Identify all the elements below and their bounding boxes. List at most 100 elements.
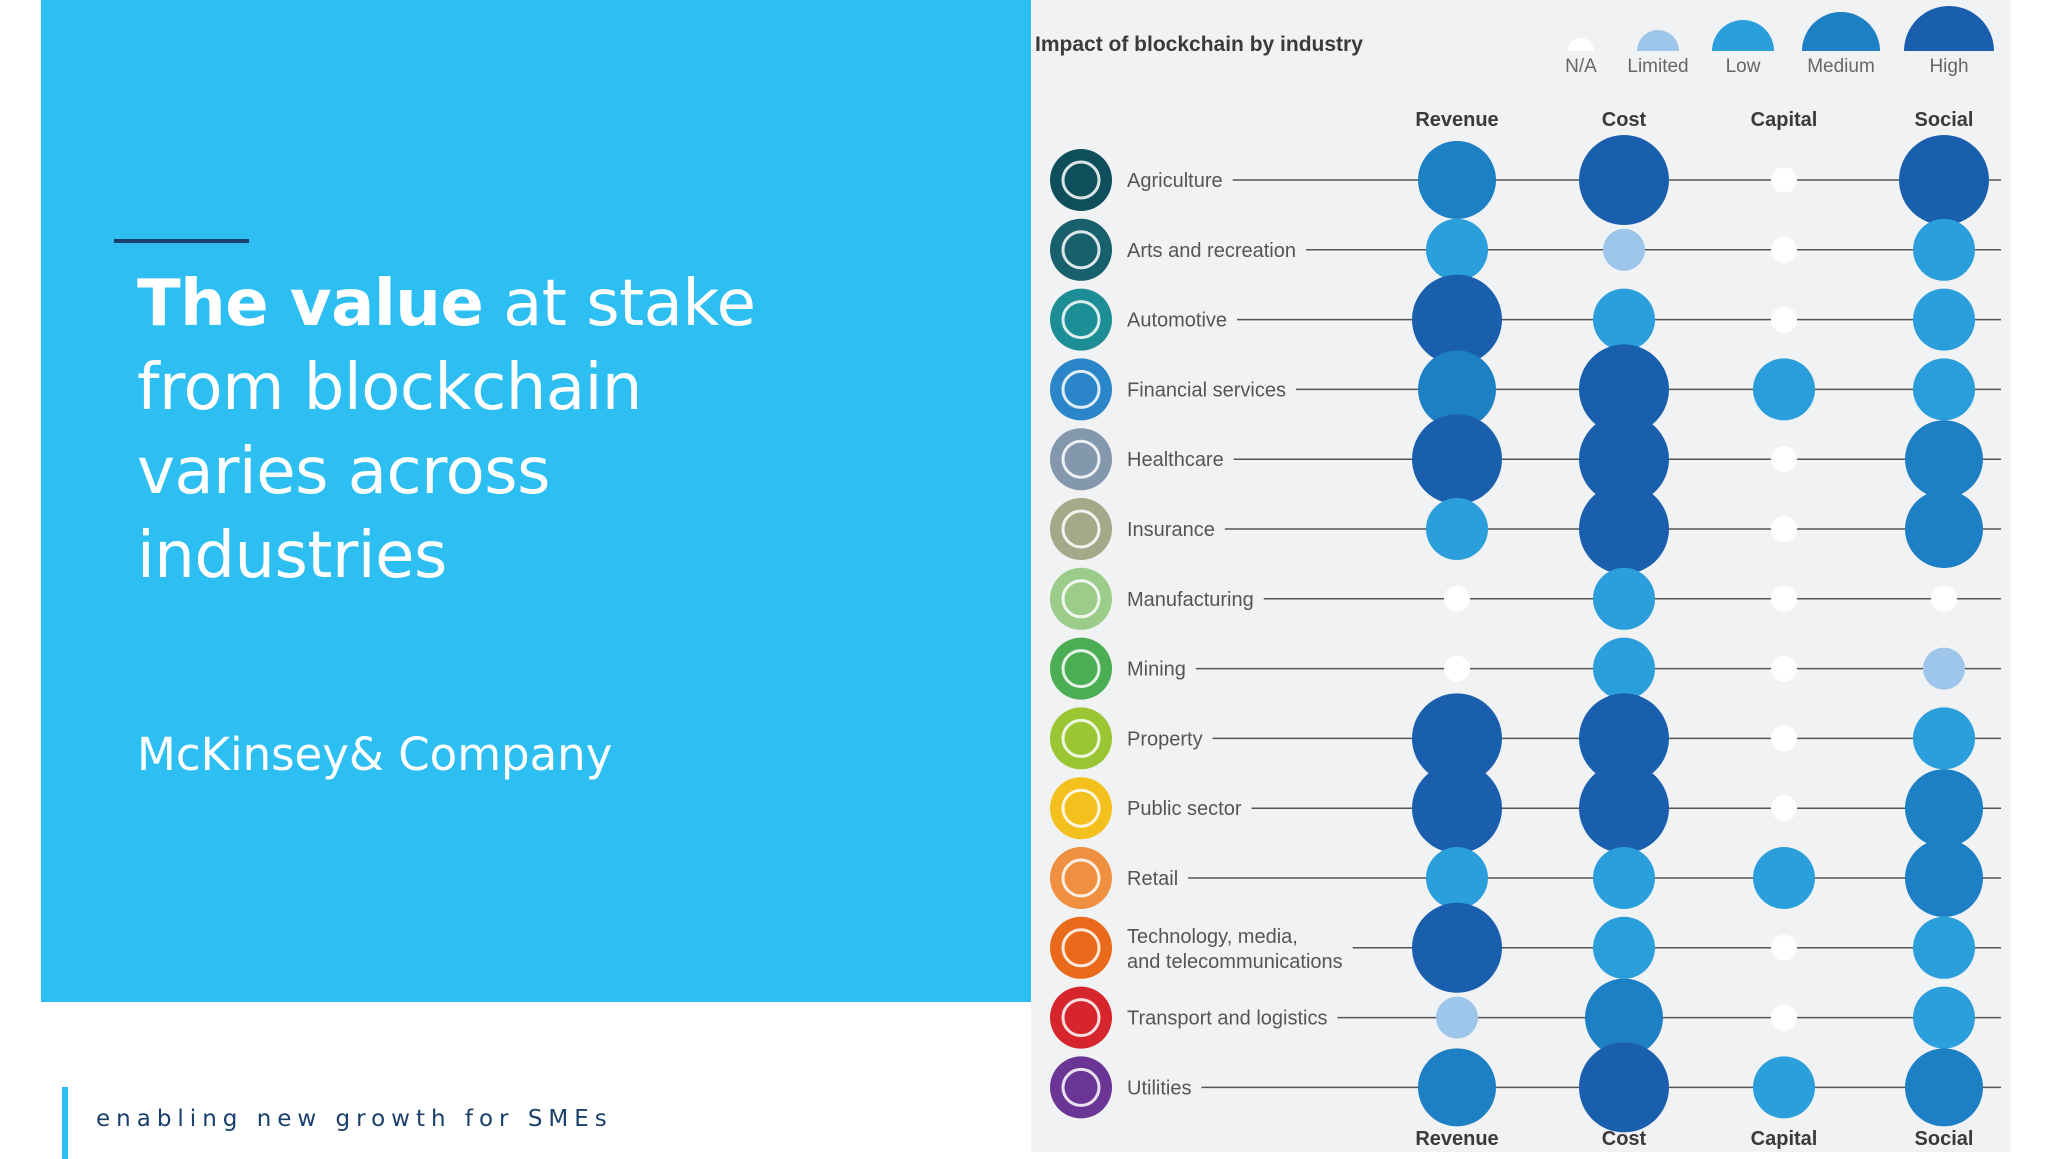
impact-bubble <box>1771 795 1797 822</box>
title-accent-rule <box>114 239 249 243</box>
industry-label: Retail <box>1127 868 1178 890</box>
impact-bubble <box>1579 135 1669 225</box>
title-line-2: from blockchain <box>137 351 642 425</box>
industry-label: Transport and logistics <box>1127 1008 1327 1030</box>
footer-tagline: enabling new growth for SMEs <box>96 1106 613 1132</box>
legend-label: High <box>1929 56 1968 77</box>
impact-bubble <box>1412 274 1502 365</box>
impact-bubble <box>1579 484 1669 574</box>
truck-icon <box>1050 986 1112 1049</box>
impact-bubble <box>1913 358 1975 421</box>
impact-bubble <box>1753 847 1815 909</box>
impact-bubble <box>1412 693 1502 784</box>
column-header-top: Revenue <box>1415 109 1498 131</box>
impact-bubble <box>1899 135 1989 225</box>
industry-label: Financial services <box>1127 379 1286 401</box>
industry-row: Agriculture <box>1050 135 2001 225</box>
impact-bubble <box>1585 978 1663 1057</box>
legend-item: Medium <box>1802 12 1880 77</box>
impact-bubble <box>1771 655 1797 682</box>
shopping-cart-icon <box>1050 847 1112 909</box>
impact-bubble <box>1771 236 1797 263</box>
robot-arm-icon <box>1050 567 1112 630</box>
impact-bubble <box>1418 350 1496 429</box>
industry-row: Manufacturing <box>1050 567 2001 630</box>
impact-bubble <box>1418 1048 1496 1127</box>
industry-label: Healthcare <box>1127 449 1224 471</box>
impact-bubble <box>1579 344 1669 435</box>
industry-row: Insurance <box>1050 484 2001 574</box>
legend-swatch <box>1637 30 1679 51</box>
impact-bubble <box>1913 986 1975 1049</box>
industry-row: Transport and logistics <box>1050 978 2001 1057</box>
legend-label: Limited <box>1627 56 1688 77</box>
industry-row: Utilities <box>1050 1042 2001 1133</box>
title-line-1: at stake <box>483 267 756 341</box>
impact-bubble <box>1753 1056 1815 1119</box>
impact-bubble <box>1913 707 1975 770</box>
impact-bubble <box>1931 585 1957 612</box>
column-header-top: Capital <box>1751 109 1818 131</box>
impact-bubble <box>1905 420 1983 499</box>
impact-bubble <box>1905 769 1983 848</box>
legend-item: Low <box>1712 20 1774 77</box>
industry-row: Technology, media, and telecommunications <box>1050 902 2001 993</box>
car-chassis-icon <box>1050 288 1112 351</box>
impact-bubble <box>1579 693 1669 784</box>
footer-accent-bar <box>62 1087 68 1159</box>
impact-bubble <box>1771 934 1797 961</box>
legend-label: Medium <box>1807 56 1875 77</box>
impact-bubble <box>1412 902 1502 993</box>
industry-row: Mining <box>1050 637 2001 700</box>
industry-label: Manufacturing <box>1127 589 1254 611</box>
industry-label-line-2: and telecommunications <box>1127 951 1343 973</box>
legend-swatch <box>1712 20 1774 51</box>
impact-bubble <box>1426 218 1488 281</box>
impact-bubble <box>1905 490 1983 568</box>
lightning-icon <box>1050 1056 1112 1119</box>
impact-bubble <box>1593 637 1655 700</box>
handshake-icon <box>1050 777 1112 840</box>
cow-icon <box>1050 149 1112 211</box>
column-header-bottom: Cost <box>1602 1128 1647 1150</box>
hard-hat-icon <box>1050 637 1112 700</box>
impact-bubble <box>1579 414 1669 505</box>
legend-item: N/A <box>1565 38 1597 77</box>
infographic-title: Impact of blockchain by industry <box>1035 33 1363 56</box>
impact-bubble <box>1913 288 1975 351</box>
industry-label: Mining <box>1127 659 1186 681</box>
blockchain-impact-infographic: Impact of blockchain by industry N/A Limit… <box>1031 0 2011 1152</box>
impact-bubble <box>1426 847 1488 909</box>
impact-bubble <box>1418 141 1496 219</box>
legend-item: Limited <box>1627 30 1689 77</box>
column-header-bottom: Capital <box>1751 1128 1818 1150</box>
impact-bubble <box>1603 228 1645 271</box>
impact-bubble <box>1593 916 1655 979</box>
directors-chair-icon <box>1050 218 1112 281</box>
hand-medical-icon <box>1050 428 1112 491</box>
industry-label: Public sector <box>1127 798 1242 820</box>
impact-bubble <box>1579 763 1669 854</box>
company-name: McKinsey& Company <box>137 728 613 781</box>
impact-bubble <box>1593 847 1655 909</box>
legend-label: Low <box>1726 56 1761 77</box>
slide-title: The value at stake from blockchain varie… <box>137 262 937 598</box>
impact-bubble <box>1913 916 1975 979</box>
legend-swatch <box>1568 38 1594 51</box>
impact-bubble <box>1579 1042 1669 1133</box>
legend-item: High <box>1904 6 1994 77</box>
legend-swatch <box>1904 6 1994 51</box>
impact-bubble <box>1412 763 1502 854</box>
column-header-top: Social <box>1915 109 1974 131</box>
impact-bubble <box>1412 414 1502 505</box>
industry-row: Public sector <box>1050 763 2001 854</box>
title-line-3: varies across <box>137 435 550 509</box>
impact-bubble <box>1771 516 1797 542</box>
bank-icon <box>1050 358 1112 421</box>
industry-row: Arts and recreation <box>1050 218 2001 281</box>
industry-label: Agriculture <box>1127 170 1223 192</box>
column-header-bottom: Revenue <box>1415 1128 1498 1150</box>
impact-bubble <box>1771 446 1797 473</box>
impact-matrix: Impact of blockchain by industry N/A Limit… <box>1035 6 2001 1150</box>
impact-bubble <box>1593 567 1655 630</box>
